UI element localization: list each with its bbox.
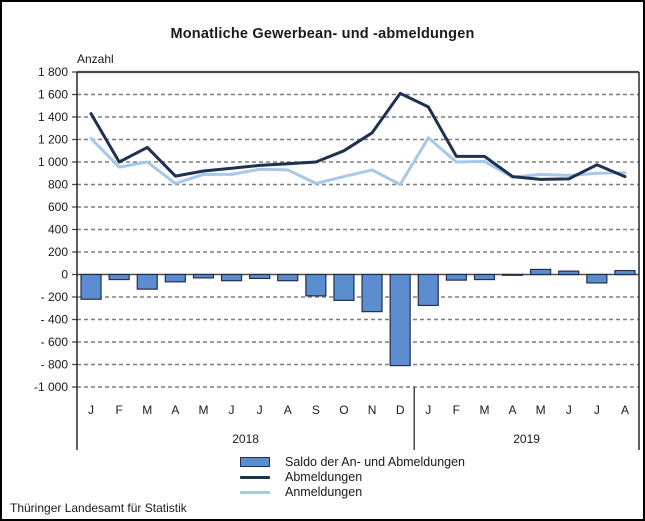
y-tick-label: - 400	[41, 313, 69, 327]
bar-saldo	[445, 273, 467, 281]
legend-label-abmeldungen: Abmeldungen	[285, 470, 363, 484]
y-tick-label: 1 600	[38, 88, 68, 102]
bar-saldo	[249, 273, 271, 280]
line-abmeldungen	[89, 91, 627, 181]
bar-saldo	[614, 269, 636, 276]
y-tick-label: 600	[48, 200, 68, 214]
bar-saldo	[473, 273, 496, 281]
x-month-label: J	[88, 403, 94, 417]
y-axis-unit-label: Anzahl	[77, 52, 114, 66]
x-month-label: J	[594, 403, 600, 417]
x-month-label: A	[171, 403, 179, 417]
legend-item-anmeldungen: Anmeldungen	[240, 485, 465, 499]
y-tick-label: 1 800	[38, 65, 68, 79]
bar-saldo	[80, 273, 102, 300]
bar-saldo	[220, 273, 243, 282]
bar-saldo	[108, 273, 130, 281]
bar-saldo	[558, 270, 580, 276]
bar-saldo	[136, 273, 158, 290]
x-month-label: F	[453, 403, 460, 417]
x-year-label: 2019	[513, 432, 540, 446]
bar-saldo	[530, 268, 552, 276]
bar-saldo	[192, 273, 215, 279]
x-month-label: M	[142, 403, 152, 417]
legend-item-abmeldungen: Abmeldungen	[240, 470, 465, 484]
x-month-label: M	[198, 403, 208, 417]
legend-item-saldo: Saldo der An- und Abmeldungen	[240, 455, 465, 469]
x-month-label: S	[312, 403, 320, 417]
x-year-label: 2018	[232, 432, 259, 446]
x-month-label: J	[425, 403, 431, 417]
y-tick-label: - 800	[41, 358, 69, 372]
chart-title: Monatliche Gewerbean- und -abmeldungen	[170, 26, 475, 42]
y-tick-label: -1 000	[34, 380, 68, 394]
x-month-label: A	[621, 403, 629, 417]
x-month-label: F	[115, 403, 122, 417]
bar-saldo	[277, 273, 299, 282]
legend-darkline-swatch-icon	[240, 475, 270, 479]
y-tick-label: 400	[48, 223, 68, 237]
bar-saldo	[164, 273, 186, 283]
x-month-label: J	[257, 403, 263, 417]
y-tick-label: 0	[61, 268, 68, 282]
y-tick-label: 800	[48, 178, 68, 192]
x-month-label: J	[229, 403, 235, 417]
x-month-label: M	[479, 403, 489, 417]
x-month-label: A	[509, 403, 517, 417]
x-month-label: N	[368, 403, 377, 417]
x-month-label: D	[396, 403, 405, 417]
y-tick-label: - 200	[41, 290, 69, 304]
bar-saldo	[501, 273, 524, 276]
bar-saldo	[361, 273, 383, 313]
bar-saldo	[417, 273, 439, 307]
x-month-label: J	[566, 403, 572, 417]
y-tick-label: 1 000	[38, 155, 68, 169]
bar-saldo	[333, 273, 355, 301]
bar-saldo	[389, 273, 411, 367]
y-tick-label: - 600	[41, 335, 69, 349]
x-month-label: O	[339, 403, 348, 417]
legend: Saldo der An- und Abmeldungen Abmeldunge…	[240, 455, 465, 499]
y-tick-label: 1 400	[38, 110, 68, 124]
bar-saldo	[586, 273, 608, 284]
legend-label-saldo: Saldo der An- und Abmeldungen	[285, 455, 465, 469]
legend-lightline-swatch-icon	[240, 490, 270, 494]
source-attribution: Thüringer Landesamt für Statistik	[10, 501, 187, 515]
legend-label-anmeldungen: Anmeldungen	[285, 485, 363, 499]
x-month-label: A	[284, 403, 292, 417]
line-anmeldungen	[89, 136, 627, 186]
legend-bar-swatch-icon	[240, 457, 270, 467]
x-month-label: M	[536, 403, 546, 417]
bar-saldo	[305, 273, 327, 297]
y-tick-label: 200	[48, 245, 68, 259]
chart-plot-area: 1 800 1 600 1 400 1 200 1 000 800 600 400 200 0 - …	[34, 65, 640, 450]
y-tick-label: 1 200	[38, 133, 68, 147]
